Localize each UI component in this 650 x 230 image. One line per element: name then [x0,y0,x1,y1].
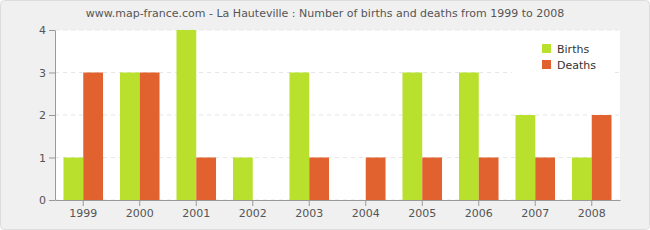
bar [120,73,140,201]
x-tick: 2004 [352,200,380,220]
bar [289,73,309,201]
x-tick-mark [196,200,197,206]
chart: www.map-france.com - La Hauteville : Num… [0,0,650,230]
bar [140,73,160,201]
bar [535,158,555,201]
x-tick-label: 1999 [69,207,97,220]
bar [309,158,329,201]
legend-box [512,34,612,80]
x-tick: 2000 [126,200,154,220]
y-tick-mark [49,115,55,116]
x-tick: 2006 [465,200,493,220]
x-tick-label: 2004 [352,207,380,220]
x-tick-label: 2005 [408,207,436,220]
bar [253,200,273,201]
legend-item: Births [542,43,589,56]
legend-swatch [542,60,551,69]
y-tick-label: 4 [39,24,46,37]
x-tick: 1999 [69,200,97,220]
y-axis: 0 1 2 3 4 [39,24,56,207]
x-tick-label: 2006 [465,207,493,220]
legend: Births Deaths [512,34,612,80]
y-tick: 1 [39,152,55,165]
y-tick: 0 [39,194,55,207]
x-tick-label: 2001 [182,207,210,220]
x-tick-mark [478,200,479,206]
y-tick-label: 0 [39,194,46,207]
x-tick-label: 2003 [295,207,323,220]
y-tick: 4 [39,24,55,37]
bar [572,158,592,201]
bar [402,73,422,201]
bar [346,200,366,201]
x-tick-mark [309,200,310,206]
x-tick-mark [83,200,84,206]
x-tick-mark [139,200,140,206]
y-tick-mark [49,30,55,31]
bar [176,30,196,200]
x-tick-mark [591,200,592,206]
y-tick-label: 3 [39,67,46,80]
legend-label: Births [557,43,589,56]
x-tick: 2002 [239,200,267,220]
bars [63,30,611,200]
legend-swatch [542,44,551,53]
x-tick: 2005 [408,200,436,220]
bar [459,73,479,201]
y-tick-mark [49,158,55,159]
background [1,1,650,230]
x-tick-mark [422,200,423,206]
title: www.map-france.com - La Hauteville : Num… [86,7,565,20]
grid [55,30,620,200]
plot: 0 1 2 3 4 1999 2000 2001 2002 2003 2004 2005 2006 200… [39,24,621,220]
bar [479,158,499,201]
bar [83,73,103,201]
bar [233,158,253,201]
x-tick: 2008 [578,200,606,220]
y-axis-line [55,31,56,201]
x-tick: 2001 [182,200,210,220]
bar [366,158,386,201]
x-tick: 2003 [295,200,323,220]
x-tick-label: 2002 [239,207,267,220]
x-tick-mark [535,200,536,206]
x-tick: 2007 [521,200,549,220]
x-axis: 1999 2000 2001 2002 2003 2004 2005 2006 2007 2008 [56,200,621,220]
y-tick-mark [49,73,55,74]
bar [422,158,442,201]
bar [196,158,216,201]
y-tick: 2 [39,109,55,122]
x-tick-mark [252,200,253,206]
plot-area [55,30,620,200]
grid-line [55,30,620,31]
y-tick-label: 2 [39,109,46,122]
bar [63,158,83,201]
y-tick-mark [49,200,55,201]
bar [592,115,612,200]
legend-label: Deaths [557,59,596,72]
x-tick-mark [365,200,366,206]
y-tick-label: 1 [39,152,46,165]
bar [515,115,535,200]
legend-item: Deaths [542,59,596,72]
x-tick-label: 2008 [578,207,606,220]
x-tick-label: 2007 [521,207,549,220]
x-tick-label: 2000 [126,207,154,220]
y-tick: 3 [39,67,55,80]
